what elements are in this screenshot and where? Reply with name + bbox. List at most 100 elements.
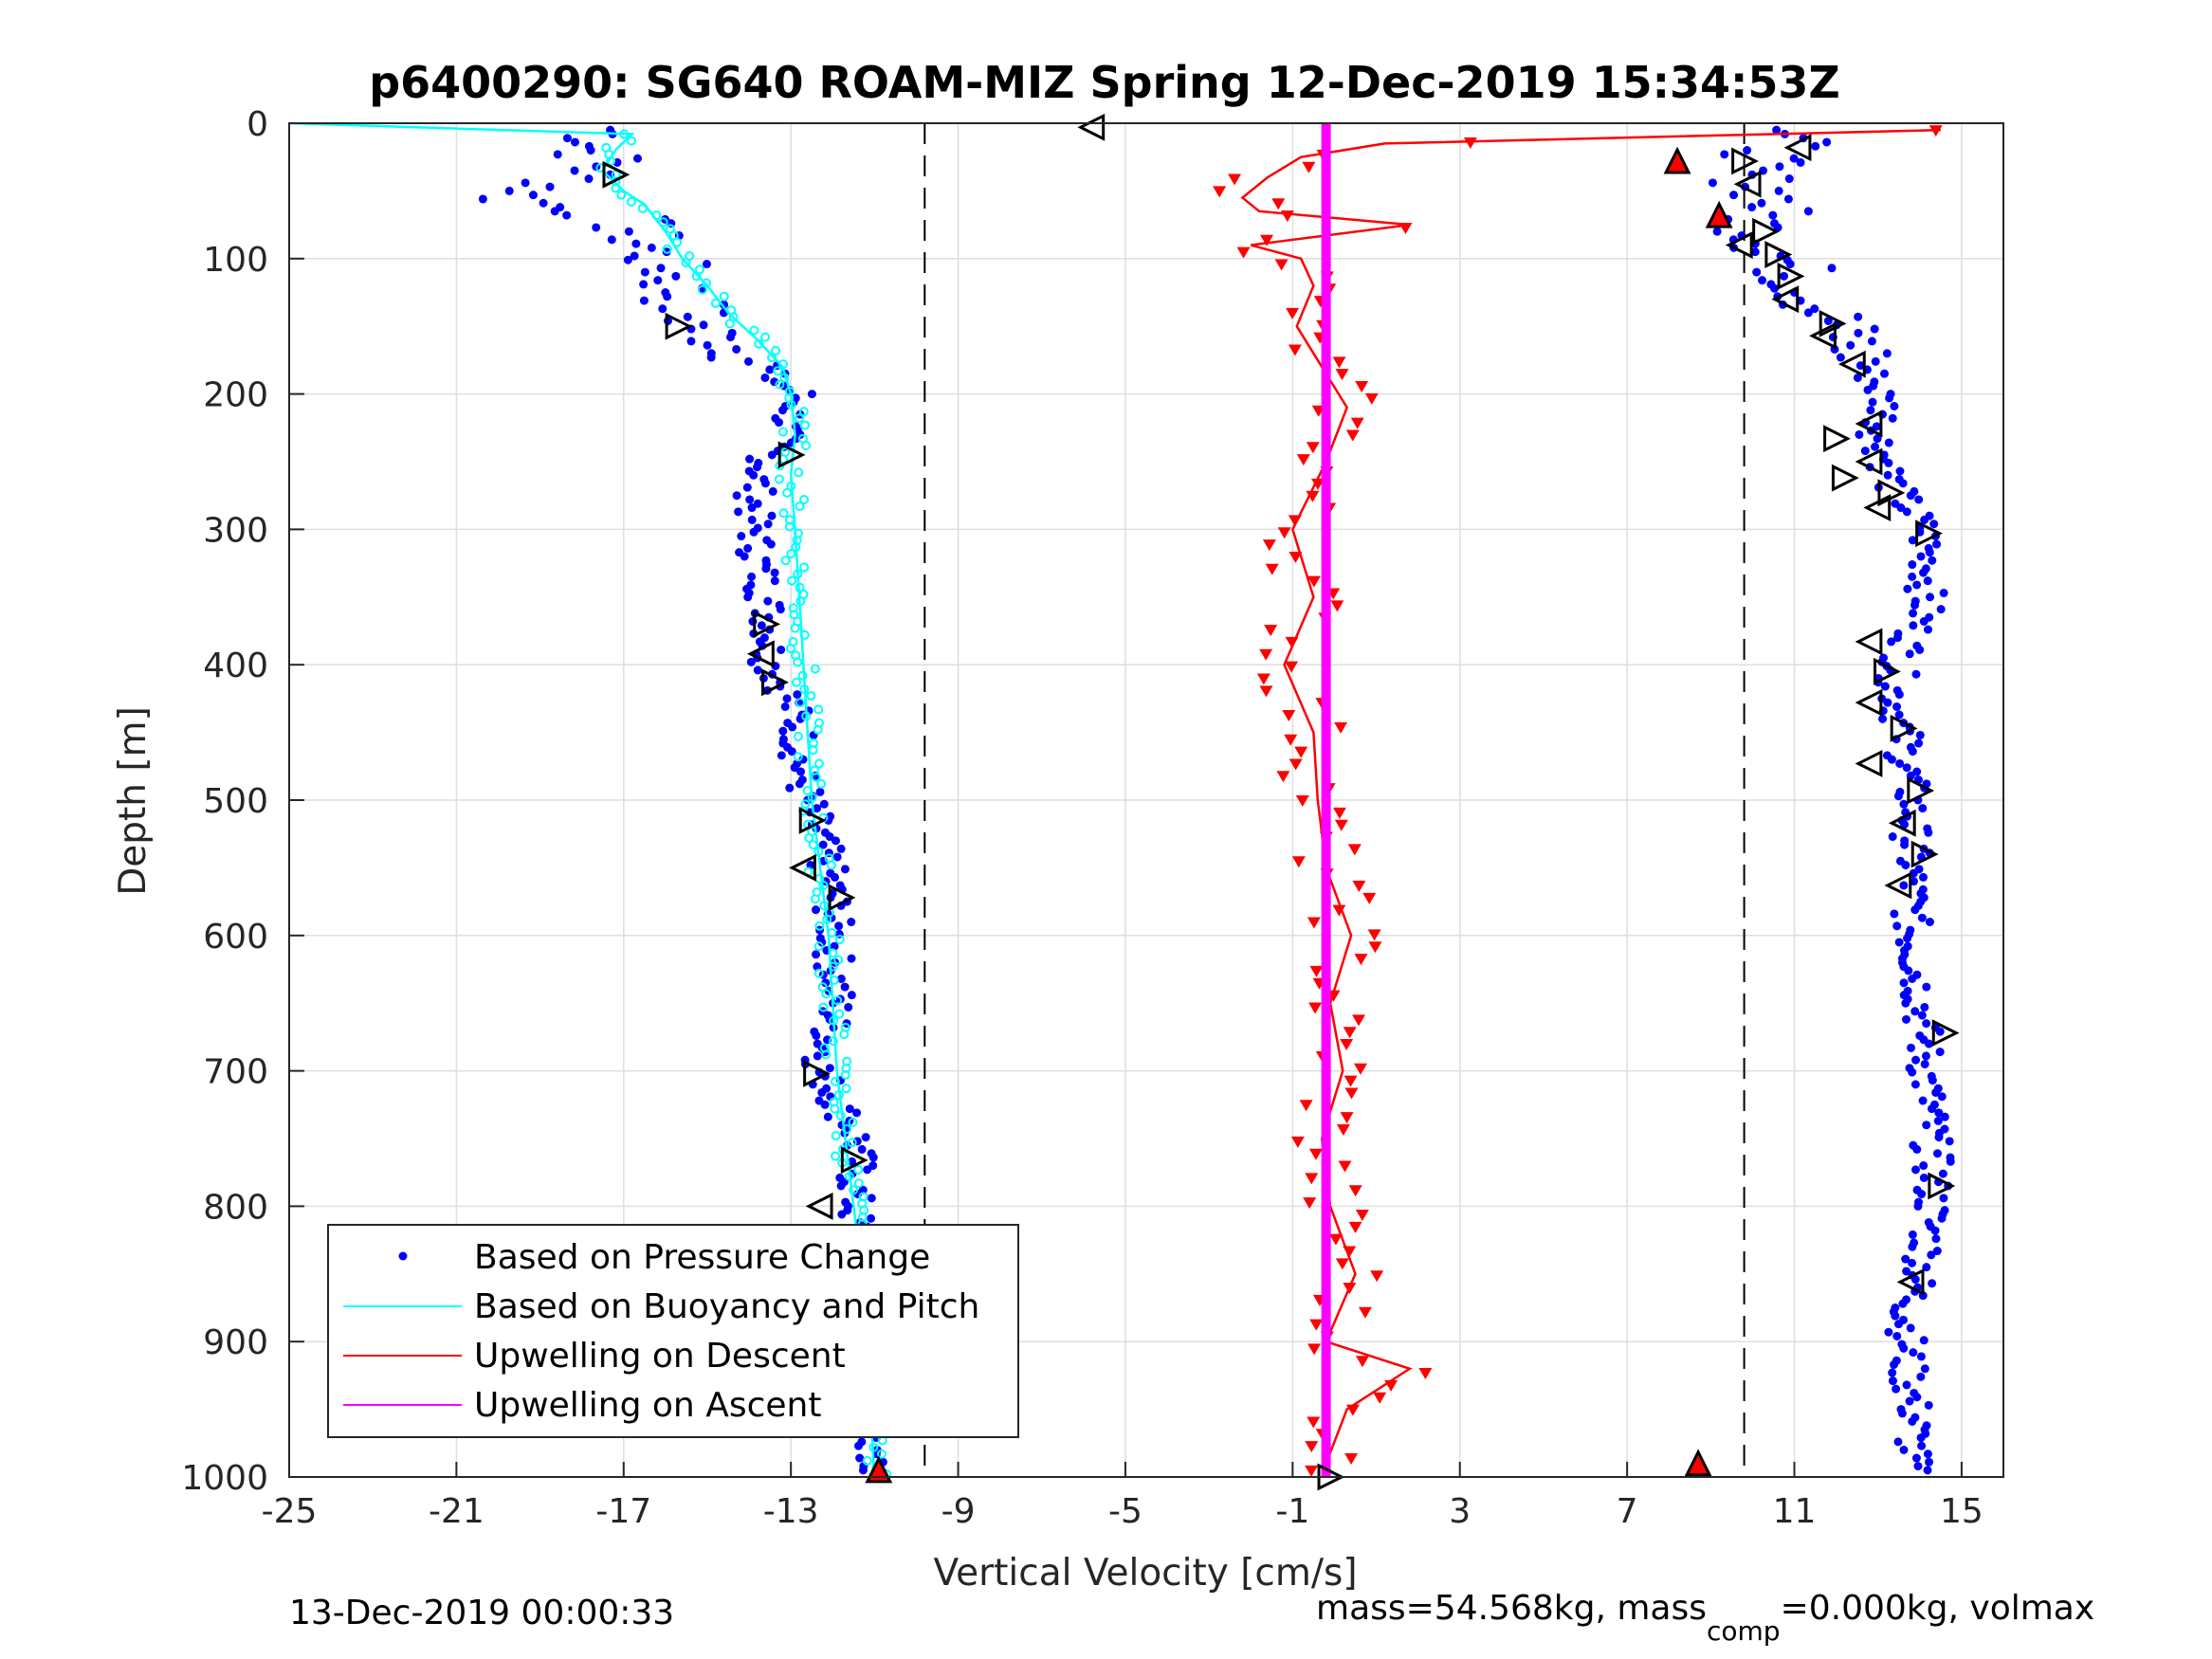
stall-marker	[1863, 494, 1892, 521]
pressure-change-point	[1743, 146, 1752, 155]
pressure-change-point	[770, 576, 779, 586]
pressure-change-point	[631, 239, 641, 248]
buoyancy-point	[771, 345, 781, 356]
pressure-change-point	[807, 390, 816, 399]
pressure-change-point	[1921, 1051, 1930, 1061]
pressure-change-point	[863, 1165, 872, 1175]
buoyancy-point	[799, 420, 810, 430]
pressure-change-point	[743, 592, 753, 602]
pressure-change-point	[855, 1453, 865, 1463]
buoyancy-point	[793, 731, 803, 741]
pressure-change-point	[820, 1100, 830, 1109]
buoyancy-point	[832, 995, 843, 1006]
stall-marker	[1783, 134, 1812, 162]
buoyancy-point	[626, 136, 636, 146]
pressure-change-point	[1897, 1409, 1907, 1418]
pressure-change-point	[1823, 316, 1833, 325]
buoyancy-point	[790, 623, 800, 633]
pressure-change-point	[1774, 186, 1783, 195]
upwelling-descent-point	[1306, 442, 1320, 454]
pressure-change-point	[761, 564, 771, 574]
buoyancy-point	[830, 1077, 840, 1087]
pressure-change-point	[1902, 1380, 1911, 1390]
pressure-change-point	[1906, 491, 1915, 501]
pressure-change-point	[1917, 913, 1927, 922]
pressure-change-point	[1878, 714, 1888, 723]
legend-label-upwelling-ascent: Upwelling on Ascent	[474, 1386, 821, 1425]
buoyancy-point	[799, 629, 810, 640]
buoyancy-point	[835, 1110, 846, 1121]
pressure-change-point	[732, 344, 741, 354]
upwelling-descent-point	[1343, 1027, 1357, 1039]
pressure-change-point	[1935, 1048, 1945, 1057]
x-tick-label: -25	[262, 1492, 318, 1531]
pressure-change-point	[1934, 1133, 1944, 1142]
upwelling-descent-point	[1355, 381, 1369, 393]
pressure-change-point	[1868, 397, 1877, 407]
buoyancy-point	[834, 1009, 845, 1019]
pressure-change-point	[1907, 1043, 1916, 1052]
buoyancy-point	[795, 501, 805, 512]
y-tick-label: 500	[203, 782, 268, 821]
pressure-change-point	[1917, 1441, 1927, 1450]
pressure-change-point	[1931, 1087, 1941, 1097]
upwelling-descent-point	[1384, 1379, 1398, 1392]
buoyancy-point	[800, 440, 811, 450]
buoyancy-point	[868, 1442, 879, 1452]
pressure-change-point	[1863, 385, 1873, 394]
pressure-change-point	[785, 783, 795, 793]
stall-marker	[789, 853, 816, 882]
x-tick-label: -5	[1108, 1492, 1143, 1531]
buoyancy-point	[840, 1069, 850, 1080]
stall-marker	[1837, 350, 1866, 378]
buoyancy-point	[785, 644, 795, 654]
pressure-change-point	[836, 974, 846, 983]
stall-marker	[1910, 840, 1939, 868]
buoyancy-point	[773, 366, 783, 376]
pressure-change-point	[1880, 369, 1890, 378]
pressure-change-point	[1927, 1250, 1936, 1260]
pressure-change-point	[1913, 1201, 1923, 1211]
upwelling-descent-point	[1343, 1246, 1357, 1258]
pressure-change-point	[1890, 401, 1899, 410]
upwelling-descent-point	[1335, 1258, 1349, 1270]
pressure-change-point	[1918, 804, 1928, 813]
stall-marker	[1874, 657, 1901, 685]
buoyancy-point	[786, 400, 796, 410]
upwelling-descent-point	[1294, 746, 1308, 758]
upwelling-descent-point	[1276, 771, 1290, 783]
upwelling-descent-point	[1284, 734, 1298, 746]
upwelling-descent-point	[1236, 246, 1251, 259]
pressure-change-point	[1836, 353, 1845, 362]
stall-marker	[665, 312, 693, 340]
upwelling-descent-point	[1307, 575, 1321, 588]
x-tick-label: -17	[595, 1492, 651, 1531]
pressure-change-point	[788, 722, 797, 732]
pressure-change-point	[1899, 881, 1909, 890]
pressure-change-point	[861, 1133, 870, 1142]
pressure-change-point	[1908, 747, 1917, 757]
stall-marker	[828, 884, 856, 912]
buoyancy-point	[816, 778, 827, 789]
upwelling-descent-point	[1306, 490, 1320, 502]
upwelling-descent-point	[1305, 1441, 1319, 1453]
pressure-change-point	[478, 194, 487, 204]
y-tick-label: 200	[203, 376, 268, 415]
buoyancy-point	[778, 508, 789, 519]
upwelling-descent-point	[1274, 259, 1289, 271]
pressure-change-point	[1810, 304, 1819, 314]
pressure-change-point	[1919, 617, 1929, 627]
pressure-change-point	[1896, 503, 1906, 513]
upwelling-descent-point	[1344, 1075, 1358, 1087]
pressure-change-point	[653, 276, 663, 285]
pressure-change-point	[545, 182, 555, 191]
pressure-change-point	[1888, 1368, 1897, 1377]
upwelling-descent-point	[1256, 673, 1271, 685]
stall-marker	[761, 668, 789, 697]
pressure-change-point	[743, 543, 753, 553]
buoyancy-point	[691, 271, 702, 282]
pressure-change-point	[1933, 1116, 1943, 1125]
stall-marker	[1907, 776, 1935, 805]
pressure-change-point	[607, 235, 616, 245]
pressure-change-point	[737, 532, 746, 541]
